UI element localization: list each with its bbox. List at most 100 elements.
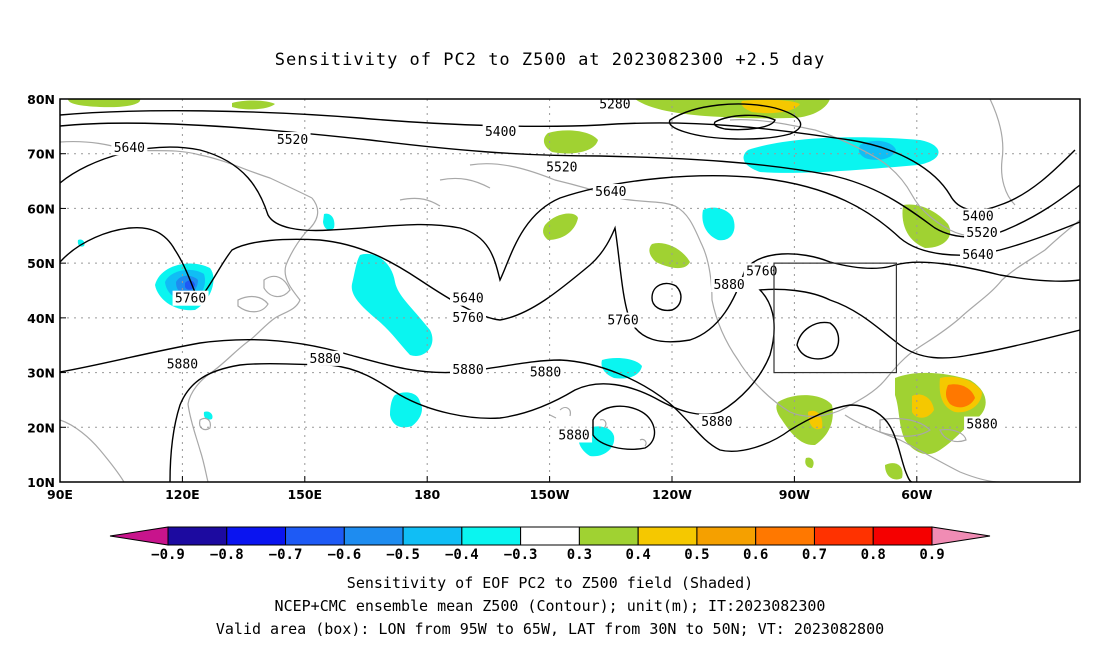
contour-label-bg (711, 277, 748, 293)
shade-positive (945, 384, 975, 408)
contour-label: 5880 (701, 415, 732, 430)
contour-label-bg (111, 140, 148, 156)
contour-label-bg (960, 208, 996, 224)
caption-line-1: Sensitivity of EOF PC2 to Z500 field (Sh… (346, 574, 754, 592)
contour-label-bg (596, 96, 633, 112)
colorbar-swatch (813, 526, 874, 546)
contour-label-bg (556, 427, 593, 443)
valid-area-box (773, 262, 898, 374)
coastline (399, 177, 491, 207)
shade-positive (232, 100, 275, 110)
contour-5760-low (651, 282, 682, 312)
colorbar-swatch (755, 526, 815, 546)
coastline (844, 414, 1001, 482)
map-frame (59, 98, 1081, 483)
shade-negative (858, 140, 896, 160)
contour-label: 5640 (595, 185, 626, 200)
contour-label: 5880 (167, 357, 198, 372)
coastline (199, 417, 211, 431)
contour-label: 5520 (277, 133, 308, 148)
contour-label: 5640 (114, 141, 145, 156)
lat-tick-label: 20N (27, 420, 55, 435)
contour-label-bg (527, 364, 564, 380)
colorbar-label: −0.6 (327, 547, 361, 563)
contour-label-bg (743, 263, 780, 279)
contour-label: 5640 (962, 248, 993, 263)
contour-label: 5760 (452, 311, 483, 326)
caption-line-2: NCEP+CMC ensemble mean Z500 (Contour); u… (274, 597, 826, 615)
contour-label-bg (164, 356, 201, 372)
contour-label-bg (605, 312, 642, 328)
contour-label: 5640 (452, 292, 483, 307)
colorbar-low-arrow (109, 526, 169, 546)
lat-tick-label: 40N (27, 311, 55, 326)
contour-label-bg (698, 413, 735, 429)
coastline (263, 275, 291, 298)
lat-tick-label: 50N (27, 256, 55, 271)
contour-label-bg (592, 184, 629, 200)
coastline (844, 219, 1080, 409)
contour-label-bg (274, 132, 311, 148)
coastline (729, 119, 1001, 237)
shade-positive (68, 99, 141, 108)
contour-label: 5880 (530, 366, 561, 381)
contour-label: 5520 (546, 160, 577, 175)
colorbar-swatch (520, 526, 580, 546)
contour-label-bg (172, 290, 209, 306)
caption-line-3: Valid area (box): LON from 95W to 65W, L… (215, 620, 885, 638)
lon-tick-label: 120W (652, 487, 692, 502)
contour-label-bg (450, 361, 486, 377)
contour-label: 5880 (966, 418, 997, 433)
colorbar-label: 0.4 (626, 547, 651, 563)
shade-negative (203, 411, 213, 420)
contour-label-bg (960, 246, 996, 262)
coastline (549, 406, 647, 447)
colorbar-label: 0.8 (861, 547, 886, 563)
colorbar-label: −0.3 (504, 547, 538, 563)
shade-positive (543, 213, 578, 240)
shade-positive (805, 457, 814, 468)
shade-negative (702, 207, 735, 241)
colorbar-swatch (285, 526, 345, 546)
shade-negative (323, 213, 335, 230)
colorbar-swatch (696, 526, 757, 546)
shade-positive (885, 463, 903, 480)
shade-positive (902, 204, 951, 248)
contour-label: 5880 (558, 428, 589, 443)
contour-label-bg (307, 350, 344, 366)
contour-label: 5880 (452, 363, 483, 378)
coastlines (60, 99, 1080, 482)
contour-5880-a (60, 338, 913, 482)
coastline (939, 429, 967, 443)
colorbar-label: 0.6 (743, 547, 768, 563)
contour-label: 5880 (713, 278, 744, 293)
contour-labels: 5640552054005520564052805400552056405760… (111, 96, 1001, 443)
contour-label-bg (482, 123, 519, 139)
lon-tick-label: 90E (47, 487, 73, 502)
lat-tick-label: 80N (27, 92, 55, 107)
contour-5280 (668, 103, 802, 140)
contour-label: 5280 (599, 97, 630, 112)
lon-tick-label: 60W (901, 487, 932, 502)
colorbar-swatch (637, 526, 698, 546)
lat-tick-label: 30N (27, 366, 55, 381)
coastline (187, 339, 251, 482)
shade-negative (390, 392, 423, 428)
coastline (989, 99, 1016, 206)
colorbar-swatch (461, 526, 522, 546)
shade-positive (543, 130, 598, 154)
lon-tick-label: 150E (287, 487, 322, 502)
colorbar-swatch (226, 526, 287, 546)
colorbar-swatch (343, 526, 404, 546)
shade-negative (77, 239, 85, 247)
shade-positive (776, 395, 833, 446)
latitude-axis: 80N 70N 60N 50N 40N 30N 20N 10N (27, 92, 66, 490)
shade-positive (649, 242, 690, 269)
coastline (469, 163, 846, 417)
contour-label: 5880 (310, 352, 341, 367)
plot-title: Sensitivity of PC2 to Z500 at 2023082300… (274, 50, 826, 70)
contour-label: 5760 (746, 264, 777, 279)
lat-tick-label: 70N (27, 147, 55, 162)
colorbar-high-arrow (931, 526, 991, 546)
